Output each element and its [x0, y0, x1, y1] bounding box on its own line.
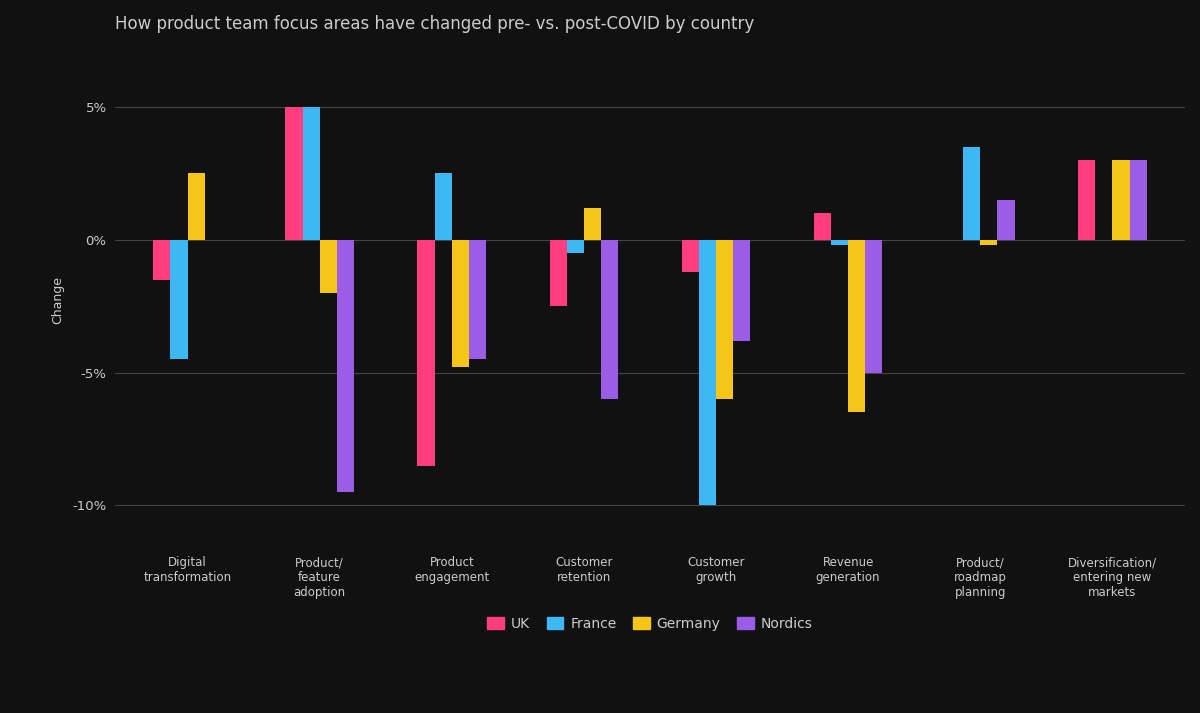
Bar	[682, 240, 698, 272]
Bar	[980, 240, 997, 245]
Bar	[964, 147, 980, 240]
Bar	[302, 107, 319, 240]
Bar	[187, 173, 205, 240]
Bar	[170, 240, 187, 359]
Bar	[418, 240, 434, 466]
Bar	[566, 240, 584, 253]
Bar	[584, 208, 601, 240]
Bar	[698, 240, 716, 506]
Bar	[601, 240, 618, 399]
Bar	[716, 240, 733, 399]
Bar	[865, 240, 882, 373]
Bar	[154, 240, 170, 279]
Bar	[434, 173, 451, 240]
Bar	[337, 240, 354, 492]
Y-axis label: Change: Change	[50, 276, 64, 324]
Bar	[451, 240, 469, 367]
Bar	[319, 240, 337, 293]
Bar	[848, 240, 865, 412]
Legend: UK, France, Germany, Nordics: UK, France, Germany, Nordics	[481, 612, 818, 637]
Bar	[830, 240, 848, 245]
Bar	[1078, 160, 1096, 240]
Text: How product team focus areas have changed pre- vs. post-COVID by country: How product team focus areas have change…	[115, 15, 754, 33]
Bar	[997, 200, 1014, 240]
Bar	[733, 240, 750, 341]
Bar	[814, 213, 830, 240]
Bar	[286, 107, 302, 240]
Bar	[469, 240, 486, 359]
Bar	[550, 240, 566, 307]
Bar	[1112, 160, 1129, 240]
Bar	[1129, 160, 1147, 240]
